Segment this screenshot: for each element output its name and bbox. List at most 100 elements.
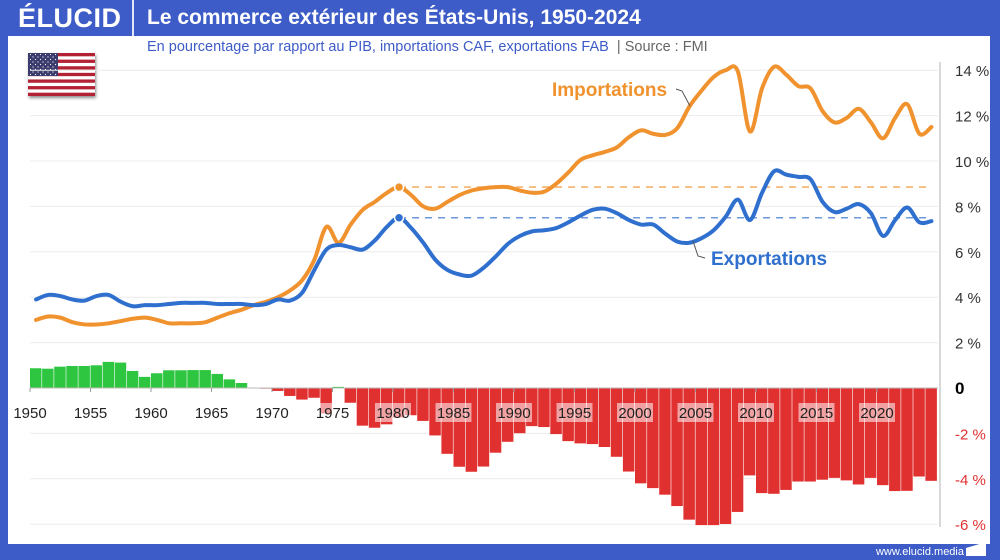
deficit-bar: [816, 388, 828, 480]
x-tick-label: 1975: [316, 405, 349, 422]
surplus-bar: [126, 370, 139, 388]
deficit-bar: [344, 388, 357, 403]
y-tick-label: -4 %: [955, 472, 986, 489]
surplus-bar: [66, 365, 78, 388]
surplus-bar: [78, 365, 90, 388]
x-tick-label: 1960: [134, 405, 167, 422]
deficit-bar: [792, 388, 804, 482]
deficit-bar: [296, 388, 308, 400]
x-tick-label: 1955: [74, 405, 107, 422]
surplus-bar: [187, 370, 199, 388]
x-tick-label: 2015: [800, 405, 833, 422]
deficit-bar: [308, 388, 320, 398]
x-tick-label: 2010: [739, 405, 772, 422]
surplus-bar: [102, 361, 115, 388]
y-tick-label: 10 %: [955, 154, 989, 171]
deficit-bar: [707, 388, 720, 526]
x-tick-label: 1985: [437, 405, 470, 422]
deficit-bar: [465, 388, 478, 472]
surplus-bar: [199, 370, 211, 388]
deficit-bar: [489, 388, 502, 453]
source-text: Source : FMI: [624, 39, 708, 55]
surplus-bar: [151, 373, 163, 388]
deficit-bar: [550, 388, 562, 435]
x-label-background: [798, 403, 835, 422]
x-tick-label: 1965: [195, 405, 228, 422]
deficit-bar: [719, 388, 732, 524]
surplus-bar: [138, 376, 151, 388]
deficit-bar: [768, 388, 780, 494]
deficit-bar: [659, 388, 671, 495]
deficit-bar: [477, 388, 490, 467]
x-label-background: [617, 403, 653, 422]
x-label-background: [738, 403, 774, 422]
exports-1980-marker: [393, 212, 405, 223]
surplus-bar: [332, 386, 344, 388]
surplus-bar: [211, 373, 223, 388]
imports-legend-label: Importations: [552, 80, 667, 101]
x-label-background: [435, 403, 472, 422]
deficit-bar: [671, 388, 683, 507]
exports-line: [34, 168, 934, 309]
x-tick-label: 1950: [13, 405, 46, 422]
surplus-bar: [235, 383, 248, 388]
x-label-background: [556, 403, 593, 422]
elucid-mark-icon: [966, 542, 986, 556]
surplus-bar: [175, 370, 187, 388]
deficit-bar: [877, 388, 889, 486]
deficit-bar: [284, 388, 296, 396]
y-tick-label: 14 %: [955, 63, 989, 80]
y-tick-label: -2 %: [955, 426, 986, 443]
imports-line: [34, 64, 934, 327]
x-tick-label: 1970: [255, 405, 288, 422]
y-tick-label: 4 %: [955, 290, 981, 307]
x-tick-label: 2020: [860, 405, 893, 422]
exports-legend-label: Exportations: [711, 249, 827, 270]
deficit-bar: [453, 388, 465, 467]
deficit-bar: [731, 388, 744, 512]
surplus-bar: [223, 379, 236, 388]
x-label-background: [677, 403, 714, 422]
imports-1980-marker: [393, 181, 405, 193]
deficit-bar: [356, 388, 369, 426]
separator: |: [612, 39, 625, 55]
surplus-bar: [54, 366, 66, 388]
deficit-bar: [538, 388, 550, 428]
deficit-bar: [320, 388, 332, 414]
deficit-bar: [598, 388, 611, 448]
chart-title: Le commerce extérieur des États-Unis, 19…: [147, 6, 641, 29]
x-tick-label: 2000: [618, 405, 651, 422]
deficit-bar: [272, 388, 284, 391]
deficit-bar: [368, 388, 381, 428]
y-tick-label: -6 %: [955, 517, 986, 534]
x-tick-label: 1990: [497, 405, 530, 422]
deficit-bar: [393, 388, 405, 418]
chart-subtitle: En pourcentage par rapport au PIB, impor…: [147, 39, 708, 55]
deficit-bar: [901, 388, 913, 491]
deficit-bar: [840, 388, 853, 481]
surplus-bar: [90, 365, 102, 388]
deficit-bar: [756, 388, 768, 494]
y-tick-label: 2 %: [955, 336, 981, 353]
x-label-background: [859, 403, 895, 422]
x-label-background: [496, 403, 532, 422]
y-tick-label: 8 %: [955, 199, 981, 216]
y-tick-label: 6 %: [955, 245, 981, 262]
surplus-bar: [163, 370, 175, 388]
elucid-logo: ÉLUCID: [18, 3, 122, 33]
deficit-bar: [780, 388, 792, 490]
header-bar: ÉLUCID Le commerce extérieur des États-U…: [0, 0, 1000, 36]
x-label-background: [314, 403, 351, 422]
deficit-bar: [828, 388, 841, 478]
y-tick-label: 0: [955, 379, 964, 398]
deficit-bar: [635, 388, 647, 484]
deficit-bar: [405, 388, 417, 416]
deficit-bar: [804, 388, 816, 482]
deficit-bar: [683, 388, 695, 520]
footer-url[interactable]: www.elucid.media: [875, 546, 964, 558]
exports-label-leader: [692, 240, 706, 259]
deficit-bar: [913, 388, 925, 477]
x-tick-label: 1995: [558, 405, 591, 422]
x-tick-label: 2005: [679, 405, 712, 422]
